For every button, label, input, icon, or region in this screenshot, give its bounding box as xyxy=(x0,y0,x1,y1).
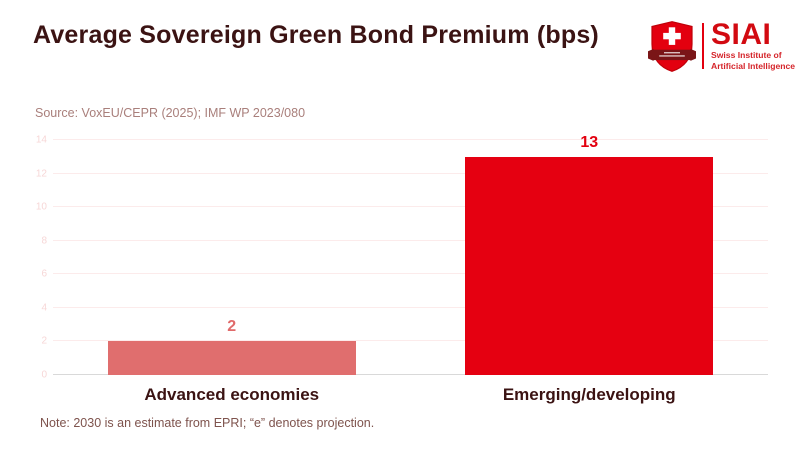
logo-subtitle-line2: Artificial Intelligence xyxy=(711,61,796,71)
gridline xyxy=(53,239,768,241)
logo-divider xyxy=(702,23,704,69)
bar-0 xyxy=(107,341,356,375)
gridline xyxy=(53,340,768,342)
logo-wordmark: SIAI Swiss Institute of Artificial Intel… xyxy=(711,20,795,71)
swiss-shield-cross-icon xyxy=(648,20,696,72)
y-tick-label: 2 xyxy=(41,335,47,347)
siai-logo: SIAI Swiss Institute of Artificial Intel… xyxy=(648,17,795,75)
y-tick-label: 10 xyxy=(35,201,47,213)
gridline xyxy=(53,306,768,308)
gridline xyxy=(53,172,768,174)
y-tick-label: 12 xyxy=(35,168,47,180)
gridline xyxy=(53,139,768,140)
category-label: Advanced economies xyxy=(144,385,320,404)
gridline xyxy=(53,206,768,208)
bar-chart-plot: 0 2 4 6 8 10 12 14 2 13 xyxy=(36,134,768,381)
y-tick-label: 6 xyxy=(41,268,47,280)
y-tick-label: 0 xyxy=(41,369,47,381)
category-axis: Advanced economies Emerging/developing xyxy=(53,385,768,405)
category-label: Emerging/developing xyxy=(502,385,676,404)
logo-subtitle-line1: Swiss Institute of xyxy=(711,50,782,61)
y-tick-label: 4 xyxy=(41,302,47,314)
bar-value-label: 2 xyxy=(227,318,237,336)
gridline xyxy=(53,273,768,275)
y-tick-label: 14 xyxy=(35,134,47,146)
page-title: Average Sovereign Green Bond Premium (bp… xyxy=(33,21,599,49)
bar-1 xyxy=(465,156,714,375)
baseline-gridline xyxy=(53,374,768,375)
footnote: Note: 2030 is an estimate from EPRI; “e”… xyxy=(40,416,375,430)
y-tick-label: 8 xyxy=(41,235,47,247)
bar-value-label: 13 xyxy=(580,133,599,151)
source-caption: Source: VoxEU/CEPR (2025); IMF WP 2023/0… xyxy=(35,106,306,120)
logo-acronym: SIAI xyxy=(711,18,772,52)
